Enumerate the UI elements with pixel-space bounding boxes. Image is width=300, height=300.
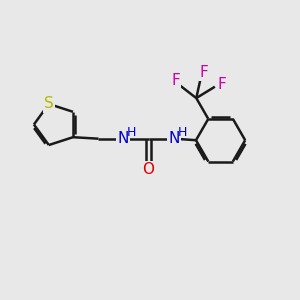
Text: N: N (117, 131, 129, 146)
Text: S: S (44, 97, 54, 112)
Text: N: N (168, 131, 180, 146)
Text: H: H (127, 126, 136, 139)
Text: O: O (142, 162, 154, 177)
Text: F: F (217, 77, 226, 92)
Text: F: F (172, 73, 180, 88)
Text: F: F (200, 65, 208, 80)
Text: H: H (178, 126, 187, 139)
